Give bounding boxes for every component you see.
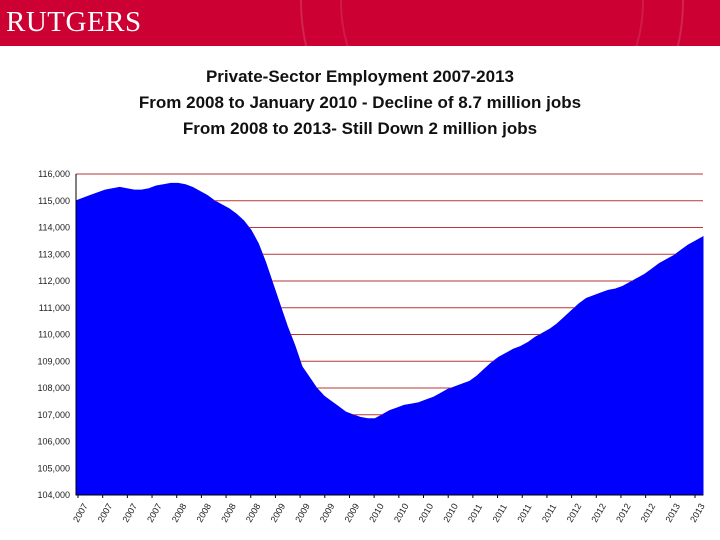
x-tick-label: 2011 [491,502,509,524]
x-tick-label: 2008 [170,502,189,524]
x-tick-label: 2008 [219,502,238,524]
x-tick-label: 2010 [417,502,436,524]
x-tick-label: 2012 [639,502,658,524]
brand-logo: RUTGERS [6,6,142,38]
x-tick-label: 2007 [96,502,115,524]
x-tick-label: 2008 [194,502,213,524]
header-banner: RUTGERS [0,0,720,46]
y-tick-label: 116,000 [38,169,70,179]
x-tick-label: 2012 [614,502,633,524]
x-tick-label: 2012 [589,502,608,524]
y-tick-label: 109,000 [37,356,70,366]
x-tick-label: 2013 [663,502,682,524]
x-tick-label: 2008 [244,502,263,524]
chart-title-line-3: From 2008 to 2013- Still Down 2 million … [182,119,538,138]
x-tick-label: 2011 [515,502,533,524]
x-tick-label: 2009 [269,502,288,524]
y-tick-label: 115,000 [38,196,70,206]
seal-watermark-inner [340,0,644,46]
chart-title-line-2: From 2008 to January 2010 - Decline of 8… [138,93,582,112]
y-tick-label: 111,000 [39,303,70,313]
x-tick-label: 2009 [318,502,337,524]
chart-title-line-1: Private-Sector Employment 2007-2013 [205,67,515,86]
employment-area-fill [76,183,703,495]
x-tick-label: 2011 [466,502,484,524]
y-tick-label: 108,000 [37,383,70,393]
x-tick-label: 2012 [565,502,584,524]
y-tick-label: 106,000 [37,437,70,447]
employment-area-chart: 116,000 115,000 114,000 113,000 112,000 111,0… [37,169,707,524]
x-tick-label: 2007 [120,502,139,524]
y-tick-label: 104,000 [37,490,70,500]
y-tick-label: 105,000 [37,463,70,473]
x-tick-label: 2010 [367,502,386,524]
y-tick-label: 112,000 [38,276,70,286]
x-tick-label: 2011 [540,502,558,524]
x-tick-label: 2013 [688,502,707,524]
chart-title: Private-Sector Employment 2007-2013 From… [0,64,720,142]
x-tick-label: 2009 [343,502,362,524]
y-tick-label: 113,000 [38,249,70,259]
y-tick-label: 107,000 [37,410,70,420]
y-tick-label: 114,000 [38,223,70,233]
x-tick-label: 2009 [293,502,312,524]
y-tick-label: 110,000 [38,330,70,340]
x-tick-label: 2007 [71,502,90,524]
x-tick-label: 2010 [392,502,411,524]
x-tick-label: 2010 [441,502,460,524]
x-tick-label: 2007 [145,502,164,524]
